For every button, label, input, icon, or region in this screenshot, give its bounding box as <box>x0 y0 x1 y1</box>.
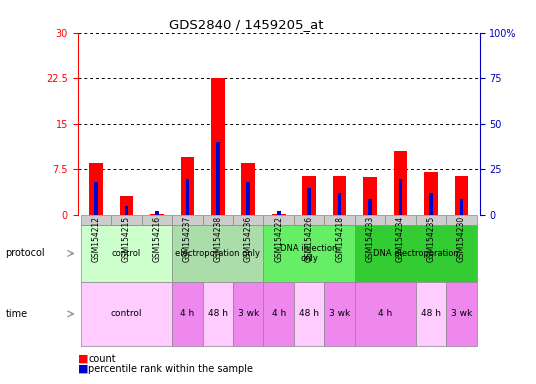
Bar <box>446 215 477 225</box>
Text: 48 h: 48 h <box>299 310 319 318</box>
Bar <box>247 182 250 215</box>
Bar <box>216 142 220 215</box>
Bar <box>155 211 159 215</box>
Text: 48 h: 48 h <box>421 310 441 318</box>
Text: DNA electroporation: DNA electroporation <box>373 249 459 258</box>
Bar <box>264 215 294 225</box>
Bar <box>368 199 372 215</box>
Bar <box>89 163 103 215</box>
Text: control: control <box>112 249 141 258</box>
Bar <box>324 282 355 346</box>
Bar <box>333 175 346 215</box>
Text: 3 wk: 3 wk <box>329 310 350 318</box>
Text: GSM154237: GSM154237 <box>183 215 192 262</box>
Text: 4 h: 4 h <box>180 310 195 318</box>
Title: GDS2840 / 1459205_at: GDS2840 / 1459205_at <box>169 18 324 31</box>
Text: control: control <box>111 310 142 318</box>
Bar <box>294 282 324 346</box>
Bar <box>233 215 264 225</box>
Text: time: time <box>5 309 27 319</box>
Text: GSM154222: GSM154222 <box>274 215 283 262</box>
Bar <box>385 215 416 225</box>
Text: GSM154215: GSM154215 <box>122 215 131 262</box>
Text: percentile rank within the sample: percentile rank within the sample <box>88 364 254 374</box>
Text: count: count <box>88 354 116 364</box>
Text: GSM154216: GSM154216 <box>152 215 161 262</box>
Bar <box>185 179 189 215</box>
Bar <box>181 157 194 215</box>
Bar <box>233 282 264 346</box>
Bar <box>124 206 128 215</box>
Bar <box>81 225 172 282</box>
Text: electroporation only: electroporation only <box>175 249 260 258</box>
Text: ■: ■ <box>78 364 88 374</box>
Bar <box>416 215 446 225</box>
Bar <box>111 215 142 225</box>
Text: GSM154234: GSM154234 <box>396 215 405 262</box>
Bar <box>393 151 407 215</box>
Bar <box>363 177 377 215</box>
Bar <box>203 282 233 346</box>
Bar <box>277 211 280 215</box>
Bar <box>355 225 477 282</box>
Bar <box>272 214 286 215</box>
Text: protocol: protocol <box>5 248 45 258</box>
Bar <box>142 215 172 225</box>
Bar <box>172 215 203 225</box>
Text: GSM154212: GSM154212 <box>92 215 100 262</box>
Bar <box>264 282 294 346</box>
Bar <box>302 175 316 215</box>
Bar <box>294 215 324 225</box>
Bar <box>455 175 468 215</box>
Bar <box>446 282 477 346</box>
Bar <box>94 182 98 215</box>
Bar <box>81 282 172 346</box>
Text: 4 h: 4 h <box>378 310 392 318</box>
Bar <box>399 179 403 215</box>
Bar <box>81 215 111 225</box>
Text: DNA injection
only: DNA injection only <box>280 244 338 263</box>
Bar <box>241 163 255 215</box>
Text: 48 h: 48 h <box>208 310 228 318</box>
Bar <box>150 214 164 215</box>
Bar <box>355 215 385 225</box>
Bar <box>264 225 355 282</box>
Bar <box>338 193 341 215</box>
Bar <box>211 78 225 215</box>
Bar <box>355 282 416 346</box>
Text: GSM154218: GSM154218 <box>335 215 344 262</box>
Bar <box>416 282 446 346</box>
Bar <box>460 199 463 215</box>
Bar <box>203 215 233 225</box>
Bar <box>172 282 203 346</box>
Text: GSM154238: GSM154238 <box>213 215 222 262</box>
Text: ■: ■ <box>78 354 88 364</box>
Text: 4 h: 4 h <box>272 310 286 318</box>
Text: GSM154230: GSM154230 <box>457 215 466 262</box>
Text: 3 wk: 3 wk <box>237 310 259 318</box>
Bar <box>120 195 133 215</box>
Bar <box>172 225 264 282</box>
Bar <box>429 193 433 215</box>
Bar <box>424 172 438 215</box>
Bar <box>307 188 311 215</box>
Text: GSM154233: GSM154233 <box>366 215 375 262</box>
Bar <box>324 215 355 225</box>
Text: GSM154226: GSM154226 <box>304 215 314 262</box>
Text: GSM154235: GSM154235 <box>427 215 435 262</box>
Text: 3 wk: 3 wk <box>451 310 472 318</box>
Text: GSM154236: GSM154236 <box>244 215 253 262</box>
